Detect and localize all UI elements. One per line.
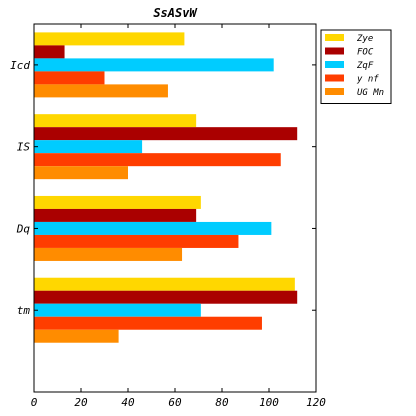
bar-ug-mn-dq: [34, 247, 183, 261]
x-tick-label: 40: [121, 396, 135, 409]
bar-zye-tm: [34, 277, 295, 291]
chart-title: SsASvW: [153, 6, 198, 20]
axes-layer: Icd IS Dq tm 0 20 40 60 80 100 120: [10, 24, 326, 409]
x-tick-label: 0: [31, 396, 38, 409]
legend-swatch: [325, 88, 344, 95]
bar-foc-tm: [34, 290, 298, 304]
bar-zqf-dq: [34, 221, 272, 235]
x-tick-label: 20: [74, 396, 88, 409]
x-tick-label: 100: [259, 396, 279, 409]
x-tick-label: 80: [215, 396, 229, 409]
bar-y-nf-icd: [34, 71, 105, 85]
bar-ug-mn-icd: [34, 84, 168, 98]
bar-zqf-tm: [34, 303, 201, 317]
y-tick-label: IS: [17, 141, 31, 154]
bar-zqf-is: [34, 140, 143, 154]
x-tick-label: 120: [306, 396, 326, 409]
bar-zqf-icd: [34, 58, 274, 72]
y-tick-label: Dq: [16, 222, 31, 235]
bar-zye-dq: [34, 195, 201, 209]
bar-y-nf-dq: [34, 234, 239, 248]
legend-label: UG Mn: [357, 88, 384, 98]
legend: Zye FOC ZqF y nf UG Mn: [320, 29, 392, 104]
bars-layer: [34, 32, 298, 343]
legend-swatch: [325, 74, 344, 82]
bar-zye-is: [34, 114, 197, 128]
bar-y-nf-tm: [34, 316, 262, 330]
bar-ug-mn-tm: [34, 329, 119, 343]
bar-foc-is: [34, 127, 298, 141]
bar-foc-dq: [34, 208, 197, 222]
y-tick-label: Icd: [10, 59, 30, 72]
bar-foc-icd: [34, 45, 65, 59]
legend-label: y nf: [356, 75, 379, 85]
legend-swatch: [325, 34, 344, 41]
bar-ug-mn-is: [34, 166, 128, 180]
legend-swatch: [325, 47, 344, 55]
y-tick-label: tm: [17, 304, 31, 317]
x-tick-label: 60: [168, 396, 182, 409]
legend-label: ZqF: [356, 61, 374, 71]
legend-label: Zye: [356, 34, 373, 44]
legend-label: FOC: [357, 48, 374, 58]
bar-y-nf-is: [34, 153, 281, 167]
legend-swatch: [325, 61, 344, 68]
bar-zye-icd: [34, 32, 185, 46]
